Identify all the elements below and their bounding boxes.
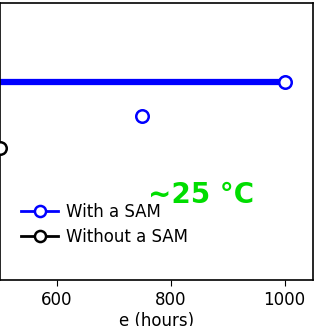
X-axis label: e (hours): e (hours) xyxy=(119,312,194,326)
Text: ~25 °C: ~25 °C xyxy=(148,181,254,209)
Legend: With a SAM, Without a SAM: With a SAM, Without a SAM xyxy=(15,197,195,253)
